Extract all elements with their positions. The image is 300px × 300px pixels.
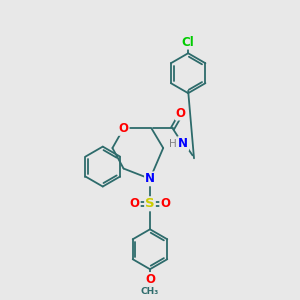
Text: O: O (145, 273, 155, 286)
Text: O: O (130, 197, 140, 210)
Text: H: H (169, 139, 176, 148)
Text: N: N (145, 172, 155, 185)
Text: S: S (145, 197, 155, 210)
Text: N: N (178, 137, 188, 150)
Text: O: O (118, 122, 129, 135)
Text: Cl: Cl (182, 36, 194, 49)
Text: O: O (160, 197, 170, 210)
Text: O: O (176, 106, 186, 120)
Text: CH₃: CH₃ (141, 287, 159, 296)
